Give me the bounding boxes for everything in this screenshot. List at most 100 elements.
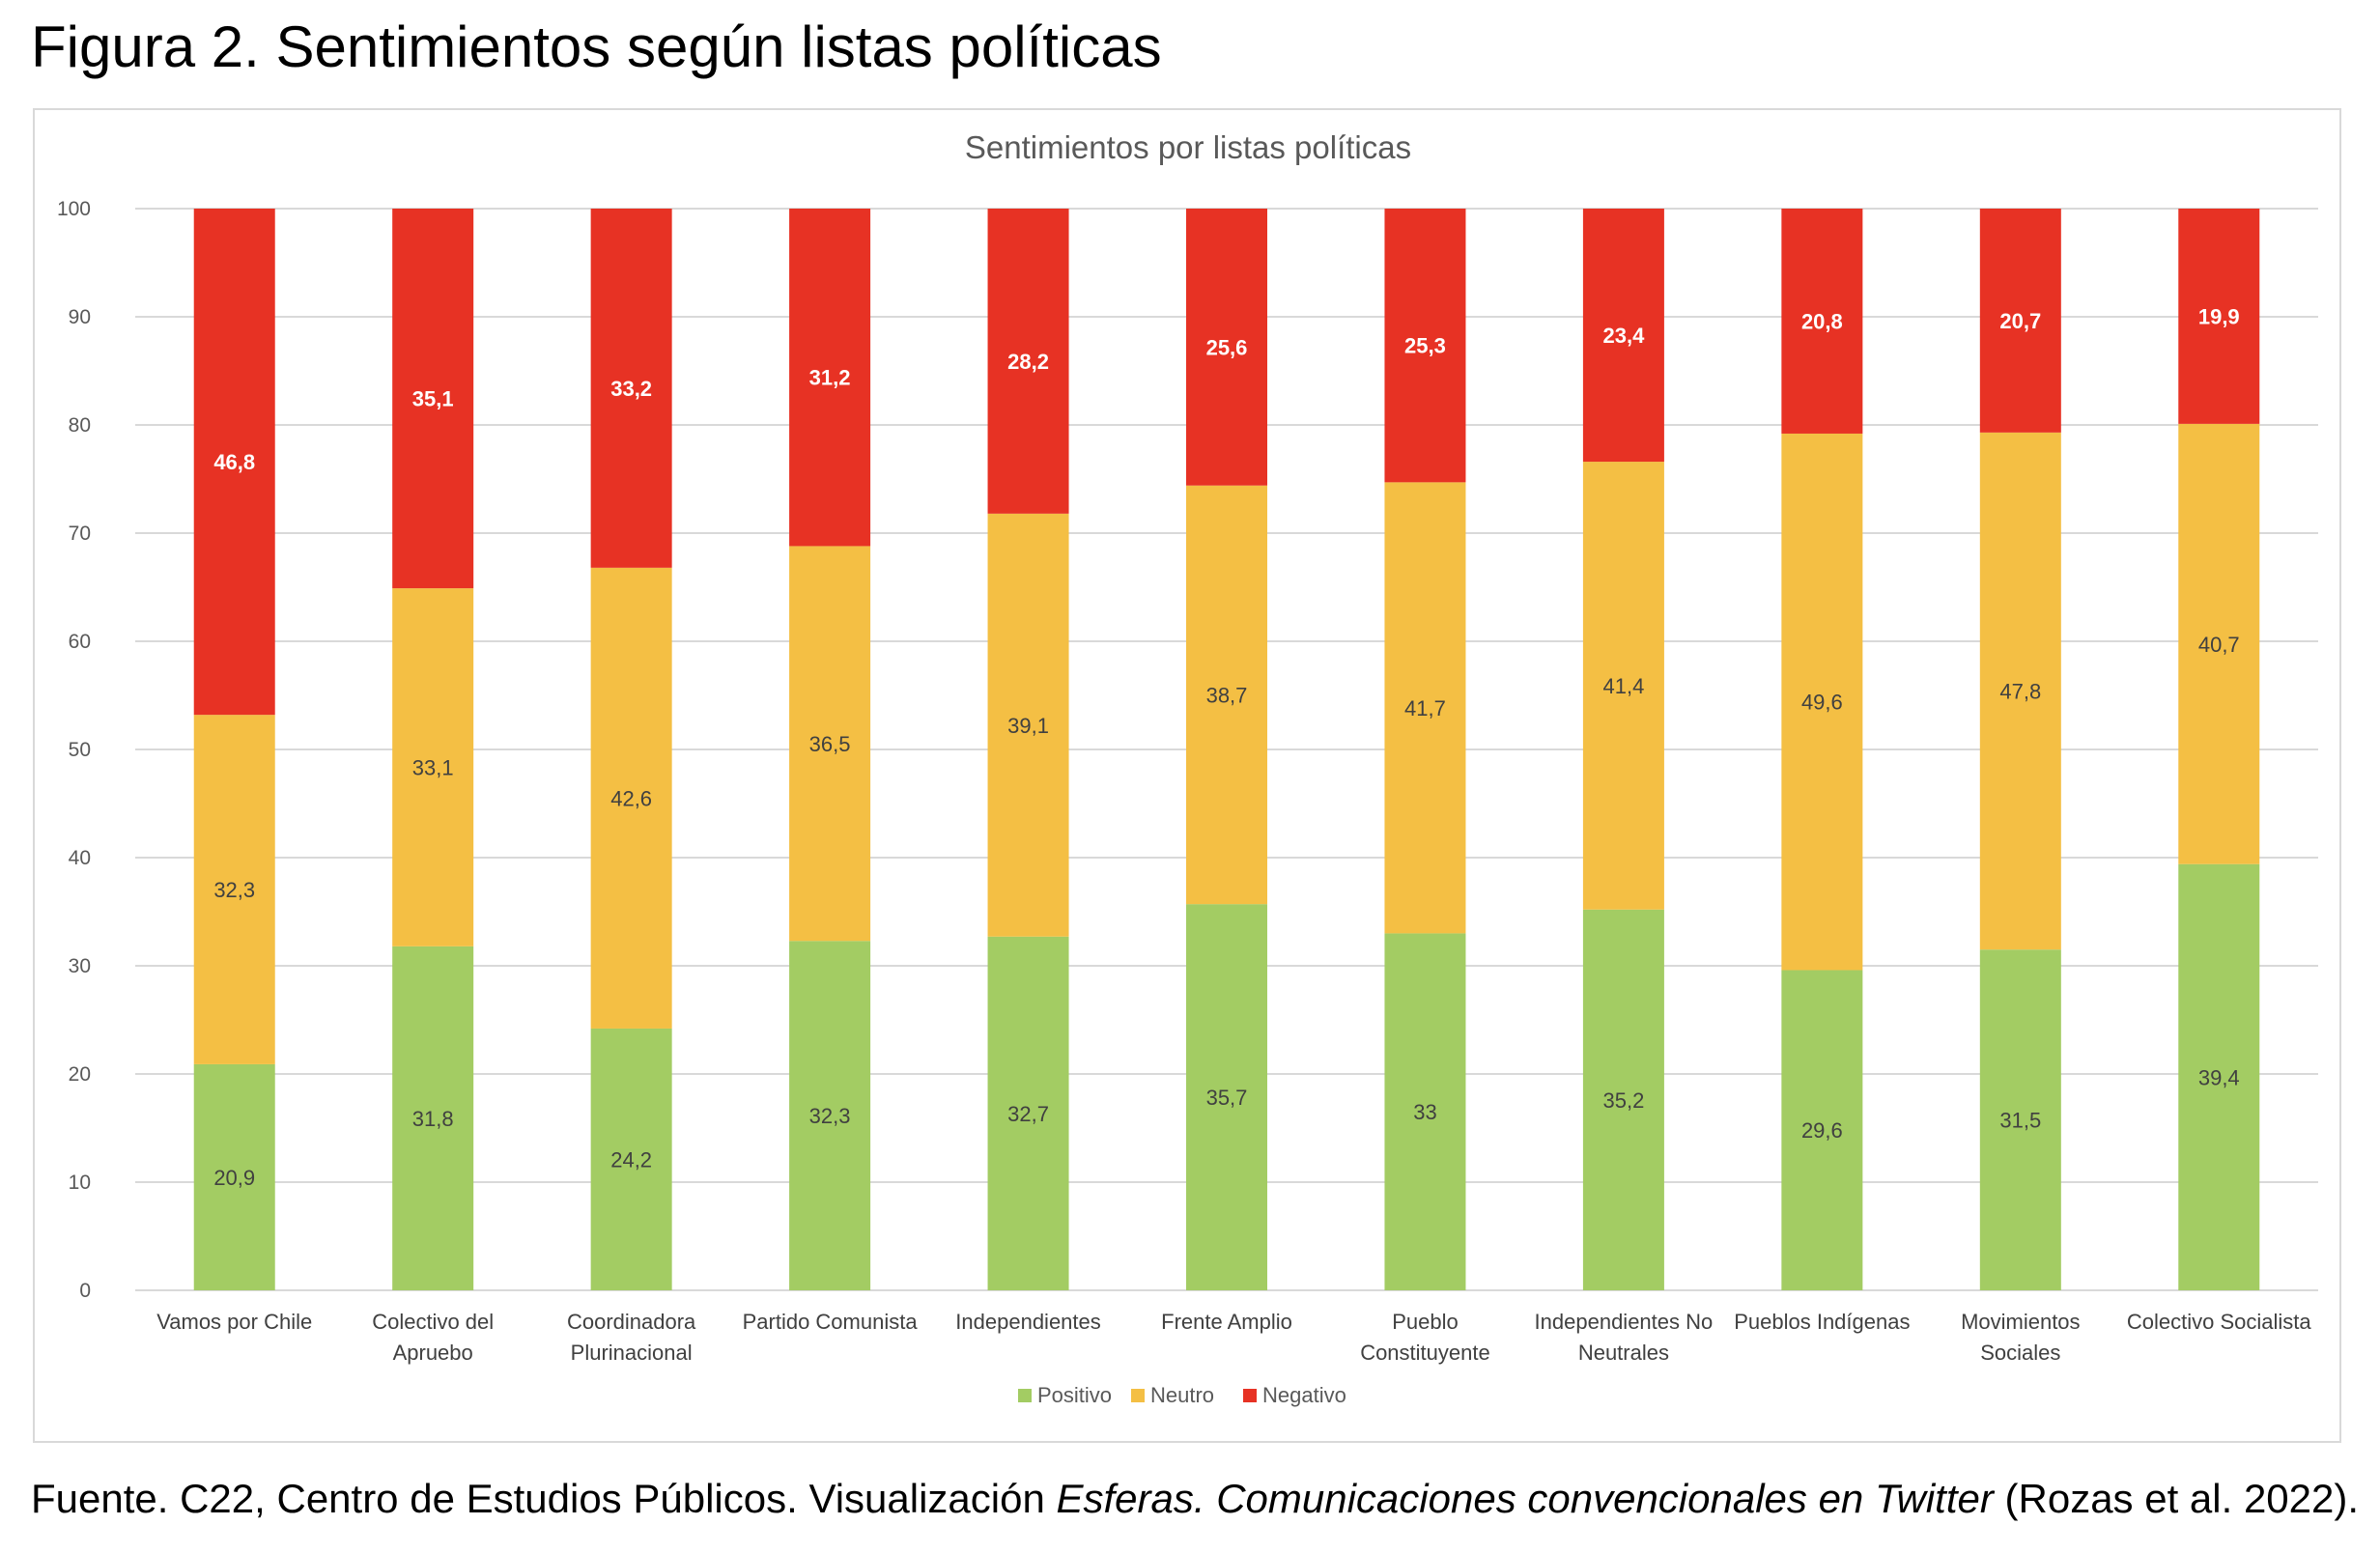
data-label: 35,1 [412,387,454,411]
data-label: 46,8 [213,450,255,474]
y-tick-label: 80 [69,414,91,437]
legend-label-negativo: Negativo [1262,1383,1346,1407]
chart-title: Sentimientos por listas políticas [965,129,1411,165]
y-tick-label: 70 [69,522,91,545]
source-italic: Esferas. Comunicaciones convencionales e… [1056,1476,1994,1521]
category-label: Independientes No [1535,1310,1714,1334]
category-label: Apruebo [393,1341,473,1365]
bar-positivo [590,1028,672,1290]
bar-negativo [789,209,871,547]
category-label: Colectivo Socialista [2127,1310,2312,1334]
stacked-bar-chart: Sentimientos por listas políticas 0 10 20 3… [57,129,2318,1407]
data-label: 49,6 [1801,691,1843,715]
data-label: 41,7 [1404,696,1446,720]
chart-frame: Sentimientos por listas políticas 0 10 20 3… [33,108,2341,1443]
legend-label-neutro: Neutro [1150,1383,1214,1407]
data-label: 35,7 [1206,1086,1248,1110]
bar-positivo [1582,909,1664,1290]
data-label: 32,7 [1007,1102,1049,1126]
category-label: Vamos por Chile [156,1310,312,1334]
source-prefix: Fuente. C22, Centro de Estudios Públicos… [31,1476,1057,1521]
data-label: 42,6 [610,786,652,810]
bar-negativo [392,209,474,589]
bar-positivo [1979,949,2061,1290]
data-label: 38,7 [1206,683,1248,707]
bar-neutro [193,715,275,1064]
data-label: 32,3 [809,1104,851,1128]
bar-negativo [1781,209,1863,434]
category-label: Sociales [1980,1341,2060,1365]
category-label: Pueblo [1392,1310,1459,1334]
bar-neutro [1781,433,1863,971]
legend-swatch-neutro [1131,1389,1145,1402]
bar-positivo [1781,970,1863,1290]
category-label: Partido Comunista [743,1310,919,1334]
data-label: 20,8 [1801,309,1843,333]
y-tick-label: 10 [69,1172,91,1194]
bar-negativo [193,209,275,716]
bars [193,209,2260,1290]
bar-neutro [789,546,871,942]
data-label: 36,5 [809,732,851,756]
bar-positivo [789,941,871,1290]
data-label: 20,9 [213,1166,255,1190]
category-label: Frente Amplio [1161,1310,1292,1334]
bar-neutro [1979,432,2061,950]
legend-swatch-positivo [1018,1389,1032,1402]
y-tick-label: 100 [57,198,91,220]
category-label: Independientes [955,1310,1100,1334]
category-label: Colectivo del [372,1310,494,1334]
data-label: 33 [1413,1100,1436,1124]
legend-swatch-negativo [1243,1389,1257,1402]
data-label: 31,5 [1999,1109,2041,1133]
data-label: 33,1 [412,755,454,779]
category-label: Pueblos Indígenas [1734,1310,1910,1334]
bar-neutro [1384,482,1466,934]
data-label: 31,8 [412,1107,454,1131]
data-label: 20,7 [1999,309,2041,333]
y-axis-ticks: 0 10 20 30 40 50 60 70 80 90 100 [57,198,91,1302]
y-tick-label: 40 [69,847,91,869]
x-axis-categories: Vamos por Chile Colectivo del Apruebo Coord… [156,1310,2311,1365]
y-tick-label: 30 [69,955,91,977]
bar-negativo [1979,209,2061,433]
y-tick-label: 90 [69,306,91,328]
data-label: 39,4 [2198,1065,2240,1089]
data-label: 25,6 [1206,335,1248,359]
bar-negativo [1186,209,1267,486]
bar-positivo [193,1063,275,1290]
data-label: 35,2 [1602,1088,1644,1113]
category-label: Constituyente [1360,1341,1490,1365]
data-label: 31,2 [809,366,851,390]
source-suffix: (Rozas et al. 2022). [1993,1476,2360,1521]
figure-source: Fuente. C22, Centro de Estudios Públicos… [31,1476,2359,1522]
bar-negativo [590,209,672,568]
legend: Positivo Neutro Negativo [1018,1383,1346,1407]
bar-neutro [2178,423,2260,864]
bar-neutro [1186,485,1267,905]
data-label: 23,4 [1602,324,1645,348]
data-label: 41,4 [1602,674,1644,698]
data-label: 47,8 [1999,680,2041,704]
bar-neutro [392,588,474,946]
y-tick-label: 20 [69,1063,91,1086]
data-label: 28,2 [1007,350,1049,374]
y-tick-label: 50 [69,739,91,761]
data-label: 39,1 [1007,714,1049,738]
bar-positivo [392,946,474,1290]
bar-positivo [2178,863,2260,1290]
y-tick-label: 60 [69,631,91,653]
bar-negativo [2178,209,2260,424]
bar-negativo [1384,209,1466,483]
category-label: Neutrales [1578,1341,1669,1365]
data-label: 19,9 [2198,304,2240,328]
data-label: 24,2 [610,1147,652,1172]
bar-neutro [1582,462,1664,910]
bar-positivo [1186,904,1267,1290]
data-label: 40,7 [2198,633,2240,657]
bar-negativo [1582,209,1664,463]
bar-neutro [987,513,1069,937]
data-label: 33,2 [610,377,652,401]
category-label: Plurinacional [571,1341,693,1365]
category-label: Coordinadora [567,1310,696,1334]
